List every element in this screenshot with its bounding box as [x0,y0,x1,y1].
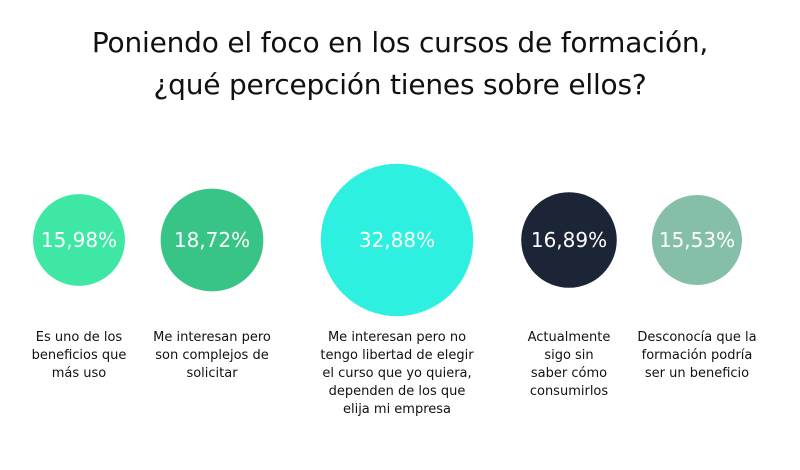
chart-title-line-2: ¿qué percepción tienes sobre ellos? [153,68,647,101]
category-label-4-line-2: sigo sin [544,348,594,363]
bubble-circle-4 [521,192,617,288]
bubble-circle-1 [33,194,125,286]
bubble-5: 15,53% [652,195,742,285]
category-label-1-line-3: más uso [51,366,107,381]
category-label-2-line-2: son complejos de [155,348,269,363]
category-label-4-line-1: Actualmente [527,330,611,345]
category-label-1-line-1: Es uno de los [35,330,123,345]
bubble-circle-5 [652,195,742,285]
category-label-5-line-3: ser un beneficio [644,366,750,381]
bubble-3: 32,88% [320,163,474,317]
bubble-circle-3 [320,163,474,317]
bubble-value-label-5: 15,53% [659,228,735,252]
category-label-2-line-3: solicitar [186,366,238,381]
category-label-3-line-1: Me interesan pero no [327,330,467,345]
category-label-1-line-2: beneficios que [31,348,127,363]
category-label-4-line-3: saber cómo [530,366,608,381]
bubble-value-label-2: 18,72% [174,228,250,252]
category-label-2-line-1: Me interesan pero [153,330,271,345]
category-label-5-line-2: formación podría [641,348,753,363]
bubble-4: 16,89% [521,192,617,288]
category-label-4-line-4: consumirlos [529,384,609,399]
bubble-1: 15,98% [33,194,125,286]
category-label-3: Me interesan pero no tengo libertad de el… [312,329,482,419]
category-label-2: Me interesan pero son complejos de solicit… [137,329,287,383]
chart-title-line-1: Poniendo el foco en los cursos de formac… [91,26,709,59]
category-label-4: Actualmente sigo sin saber cómo consumirlos [494,329,644,401]
category-label-5: Desconocía que la formación podría ser un … [622,329,772,383]
category-label-5-line-1: Desconocía que la [637,330,757,345]
bubble-circle-2 [160,188,264,292]
bubble-2: 18,72% [160,188,264,292]
bubble-value-label-1: 15,98% [41,228,117,252]
category-label-3-line-4: dependen de los que [328,384,466,399]
bubble-value-label-4: 16,89% [531,228,607,252]
category-label-3-line-5: elija mi empresa [342,402,452,417]
category-label-3-line-2: tengo libertad de elegir [320,348,474,363]
chart-title: Poniendo el foco en los cursos de formac… [0,22,800,106]
category-label-3-line-3: el curso que yo quiera, [322,366,472,381]
category-label-1: Es uno de los beneficios que más uso [4,329,154,383]
bubble-value-label-3: 32,88% [359,228,435,252]
